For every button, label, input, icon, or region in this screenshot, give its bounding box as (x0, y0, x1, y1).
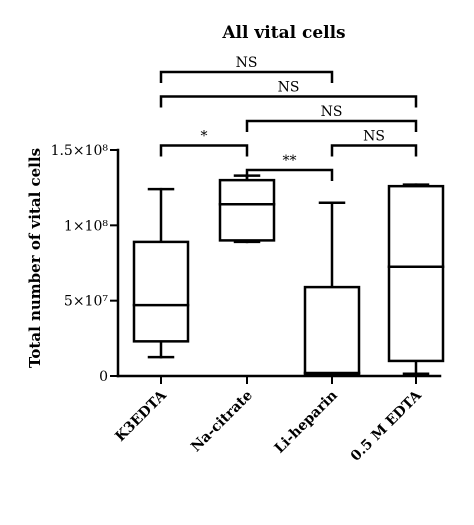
box-4 (387, 184, 445, 363)
y-axis-label: Total number of vital cells (26, 148, 44, 368)
significance-label: ** (283, 153, 297, 169)
significance-label: NS (236, 55, 258, 71)
plot-area: 0 5×10⁷ 1×10⁸ 1.5×10⁸ K3EDTA Na-citrate Li-hep… (51, 55, 445, 465)
significance-label: NS (363, 129, 385, 145)
y-tick-label: 1.5×10⁸ (51, 143, 109, 159)
significance-bracket (245, 168, 334, 181)
significance-bracket (159, 95, 418, 108)
box-2 (218, 178, 276, 242)
significance-bracket (159, 144, 249, 157)
box-3 (303, 285, 361, 375)
significance-bracket (330, 144, 418, 157)
x-tick-label: 0.5 M EDTA (348, 387, 426, 465)
x-tick-label: Na-citrate (188, 387, 256, 455)
y-tick-label: 5×10⁷ (64, 294, 108, 310)
y-tick-label: 0 (99, 369, 108, 385)
x-tick-label: K3EDTA (112, 387, 170, 445)
significance-label: * (201, 129, 208, 145)
significance-label: NS (321, 104, 343, 120)
significance-label: NS (278, 80, 300, 96)
chart-title: All vital cells (221, 23, 345, 43)
significance-bracket (159, 70, 334, 83)
significance-bracket (245, 119, 418, 132)
y-tick-label: 1×10⁸ (64, 218, 108, 234)
x-tick-label: Li-heparin (272, 388, 341, 457)
box-1 (132, 240, 190, 343)
